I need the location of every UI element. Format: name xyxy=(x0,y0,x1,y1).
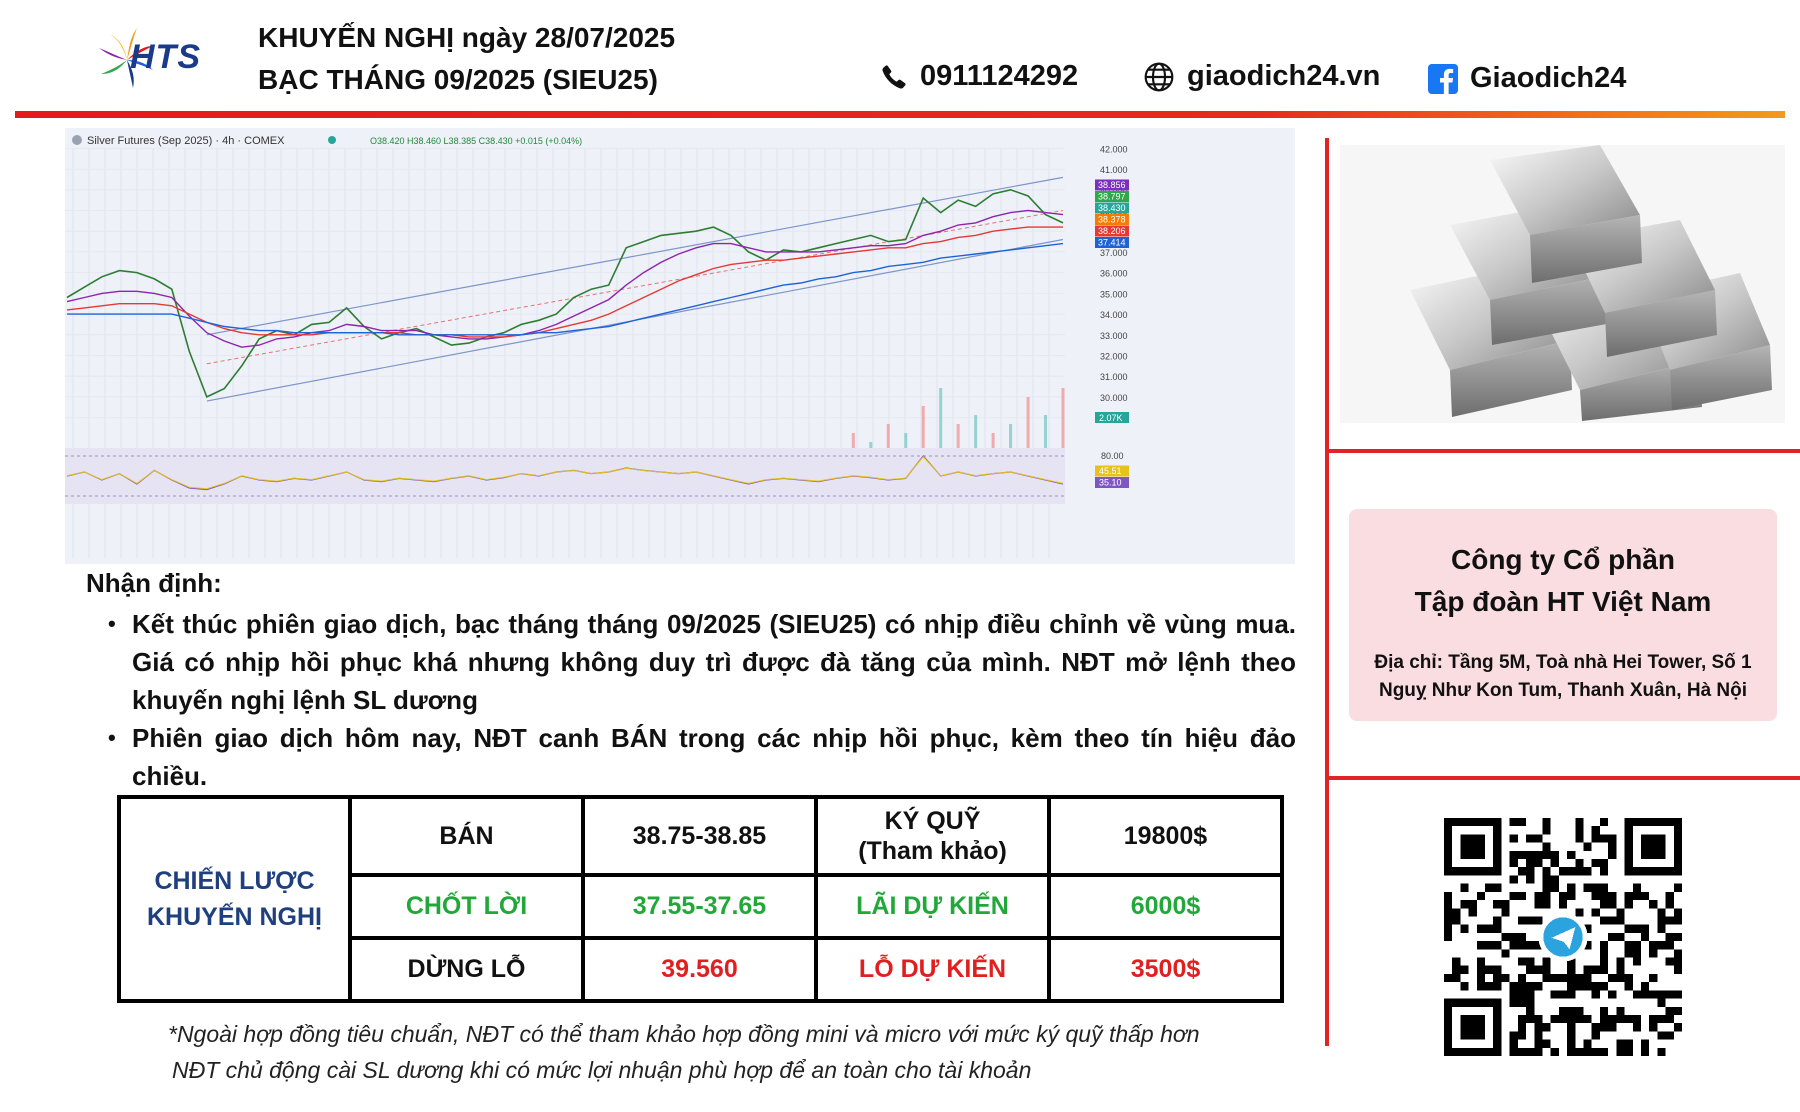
price-tick-label: 30.000 xyxy=(1100,393,1128,403)
status-dot-icon xyxy=(328,136,336,144)
rsi-tick-label: 80.00 xyxy=(1101,451,1124,461)
action-cell: BÁN xyxy=(348,795,585,877)
price-label-badge xyxy=(1095,237,1129,248)
phone-icon xyxy=(882,64,906,89)
company-address-line: Địa chỉ: Tầng 5M, Toà nhà Hei Tower, Số … xyxy=(1374,652,1752,673)
company-name-line: Tập đoàn HT Việt Nam xyxy=(1414,586,1712,617)
price-tick-label: 41.000 xyxy=(1100,165,1128,175)
series-line-ma-slow xyxy=(67,242,1064,336)
stop-loss-value-cell: 39.560 xyxy=(581,936,818,1003)
strategy-table: CHIẾN LƯỢC KHUYẾN NGHỊ BÁN 38.75-38.85 K… xyxy=(117,795,1284,1003)
volume-bar xyxy=(1044,415,1048,478)
price-label-text: 38.378 xyxy=(1098,215,1126,225)
price-label-text: 38.856 xyxy=(1098,180,1126,190)
volume-bar xyxy=(939,388,943,478)
expected-loss-label-cell: LỖ DỰ KIẾN xyxy=(814,936,1051,1003)
rsi-label-text: 35.10 xyxy=(1099,478,1122,488)
price-tick-label: 37.000 xyxy=(1100,248,1128,258)
silver-bars-image xyxy=(1340,145,1785,423)
hts-logo-icon xyxy=(99,28,153,88)
price-tick-label: 36.000 xyxy=(1100,269,1128,279)
facebook-link[interactable]: Giaodich24 xyxy=(1428,62,1626,95)
volume-label-badge xyxy=(1095,412,1129,423)
rsi-signal-line xyxy=(66,456,1064,490)
rsi-pane xyxy=(65,448,1065,504)
volume-bar xyxy=(974,415,978,478)
take-profit-range-cell: 37.55-37.65 xyxy=(581,873,818,940)
company-name-line: Công ty Cổ phần xyxy=(1451,544,1675,575)
phone-number: 0911124292 xyxy=(920,60,1079,92)
telegram-qr-code[interactable] xyxy=(1444,818,1682,1056)
expected-profit-value-cell: 6000$ xyxy=(1047,873,1284,940)
price-tick-label: 42.000 xyxy=(1100,144,1128,154)
volume-bar xyxy=(1061,388,1065,478)
analysis-section: Nhận định: Kết thúc phiên giao dịch, bạc… xyxy=(86,568,1296,795)
brand-name: HTS xyxy=(130,38,201,76)
silver-futures-chart: 42.00041.00040.00039.00038.00037.00036.0… xyxy=(65,128,1295,564)
entry-range-cell: 38.75-38.85 xyxy=(581,795,818,877)
chart-ohlc: O38.420 H38.460 L38.385 C38.430 +0.015 (… xyxy=(370,136,582,146)
facebook-icon xyxy=(1428,63,1458,94)
series-line-price xyxy=(66,188,1064,398)
take-profit-label-cell: CHỐT LỜI xyxy=(348,873,585,940)
price-label-text: 38.206 xyxy=(1098,226,1126,236)
phone-contact[interactable]: 0911124292 xyxy=(880,60,1078,93)
price-label-badge xyxy=(1095,191,1129,202)
header-divider xyxy=(15,111,1785,118)
report-title: KHUYẾN NGHỊ ngày 28/07/2025 xyxy=(258,22,676,53)
price-tick-label: 31.000 xyxy=(1100,372,1128,382)
company-address: Địa chỉ: Tầng 5M, Toà nhà Hei Tower, Số … xyxy=(1349,649,1777,705)
price-label-badge xyxy=(1095,202,1129,214)
stop-loss-label-cell: DỪNG LỖ xyxy=(348,936,585,1003)
footnote-line: *Ngoài hợp đồng tiêu chuẩn, NĐT có thể t… xyxy=(168,1021,1200,1047)
price-label-badge xyxy=(1095,179,1129,191)
footnote-line: NĐT chủ động cài SL dương khi có mức lợi… xyxy=(172,1057,1032,1083)
rsi-label-badge xyxy=(1095,465,1129,477)
column-divider xyxy=(1325,138,1329,1046)
price-tick-label: 34.000 xyxy=(1100,310,1128,320)
facebook-name: Giaodich24 xyxy=(1470,62,1627,94)
section-divider xyxy=(1325,776,1800,780)
analysis-bullet: Kết thúc phiên giao dịch, bạc tháng thán… xyxy=(108,605,1296,719)
price-label-badge xyxy=(1095,214,1129,225)
price-tick-label: 40.000 xyxy=(1100,186,1128,196)
analysis-heading: Nhận định: xyxy=(86,568,222,598)
series-line-ma-mid xyxy=(66,226,1063,338)
volume-label-text: 2.07K xyxy=(1099,413,1123,423)
strategy-label: CHIẾN LƯỢC KHUYẾN NGHỊ xyxy=(117,795,352,1003)
price-tick-label: 32.000 xyxy=(1100,352,1128,362)
price-label-badge xyxy=(1095,225,1129,237)
volume-bar xyxy=(921,406,925,478)
chart-title: Silver Futures (Sep 2025) · 4h · COMEX xyxy=(87,135,285,147)
price-tick-label: 35.000 xyxy=(1100,289,1128,299)
company-name: Công ty Cổ phần Tập đoàn HT Việt Nam xyxy=(1349,539,1777,623)
rsi-label-badge xyxy=(1095,477,1129,488)
expected-loss-value-cell: 3500$ xyxy=(1047,936,1284,1003)
website-url: giaodich24.vn xyxy=(1187,60,1381,92)
margin-value-cell: 19800$ xyxy=(1047,795,1284,877)
website-link[interactable]: giaodich24.vn xyxy=(1143,60,1380,93)
expected-profit-label-cell: LÃI DỰ KIẾN xyxy=(814,873,1051,940)
report-subtitle: BẠC THÁNG 09/2025 (SIEU25) xyxy=(258,64,658,95)
globe-icon xyxy=(1144,62,1174,91)
price-label-text: 38.797 xyxy=(1098,192,1126,202)
volume-bar xyxy=(1026,397,1030,478)
company-info-box: Công ty Cổ phần Tập đoàn HT Việt Nam Địa… xyxy=(1349,509,1777,721)
footnote: *Ngoài hợp đồng tiêu chuẩn, NĐT có thể t… xyxy=(168,1016,1200,1088)
price-label-text: 38.430 xyxy=(1098,203,1126,213)
margin-label-cell: KÝ QUỸ (Tham khảo) xyxy=(814,795,1051,877)
price-tick-label: 33.000 xyxy=(1100,331,1128,341)
symbol-icon xyxy=(72,135,82,145)
price-label-text: 37.414 xyxy=(1098,238,1126,248)
series-line-ma-fast xyxy=(66,209,1064,348)
analysis-bullet: Phiên giao dịch hôm nay, NĐT canh BÁN tr… xyxy=(108,719,1296,795)
section-divider xyxy=(1325,449,1800,453)
company-address-line: Nguỵ Như Kon Tum, Thanh Xuân, Hà Nội xyxy=(1378,680,1748,701)
rsi-label-text: 45.51 xyxy=(1099,466,1122,476)
